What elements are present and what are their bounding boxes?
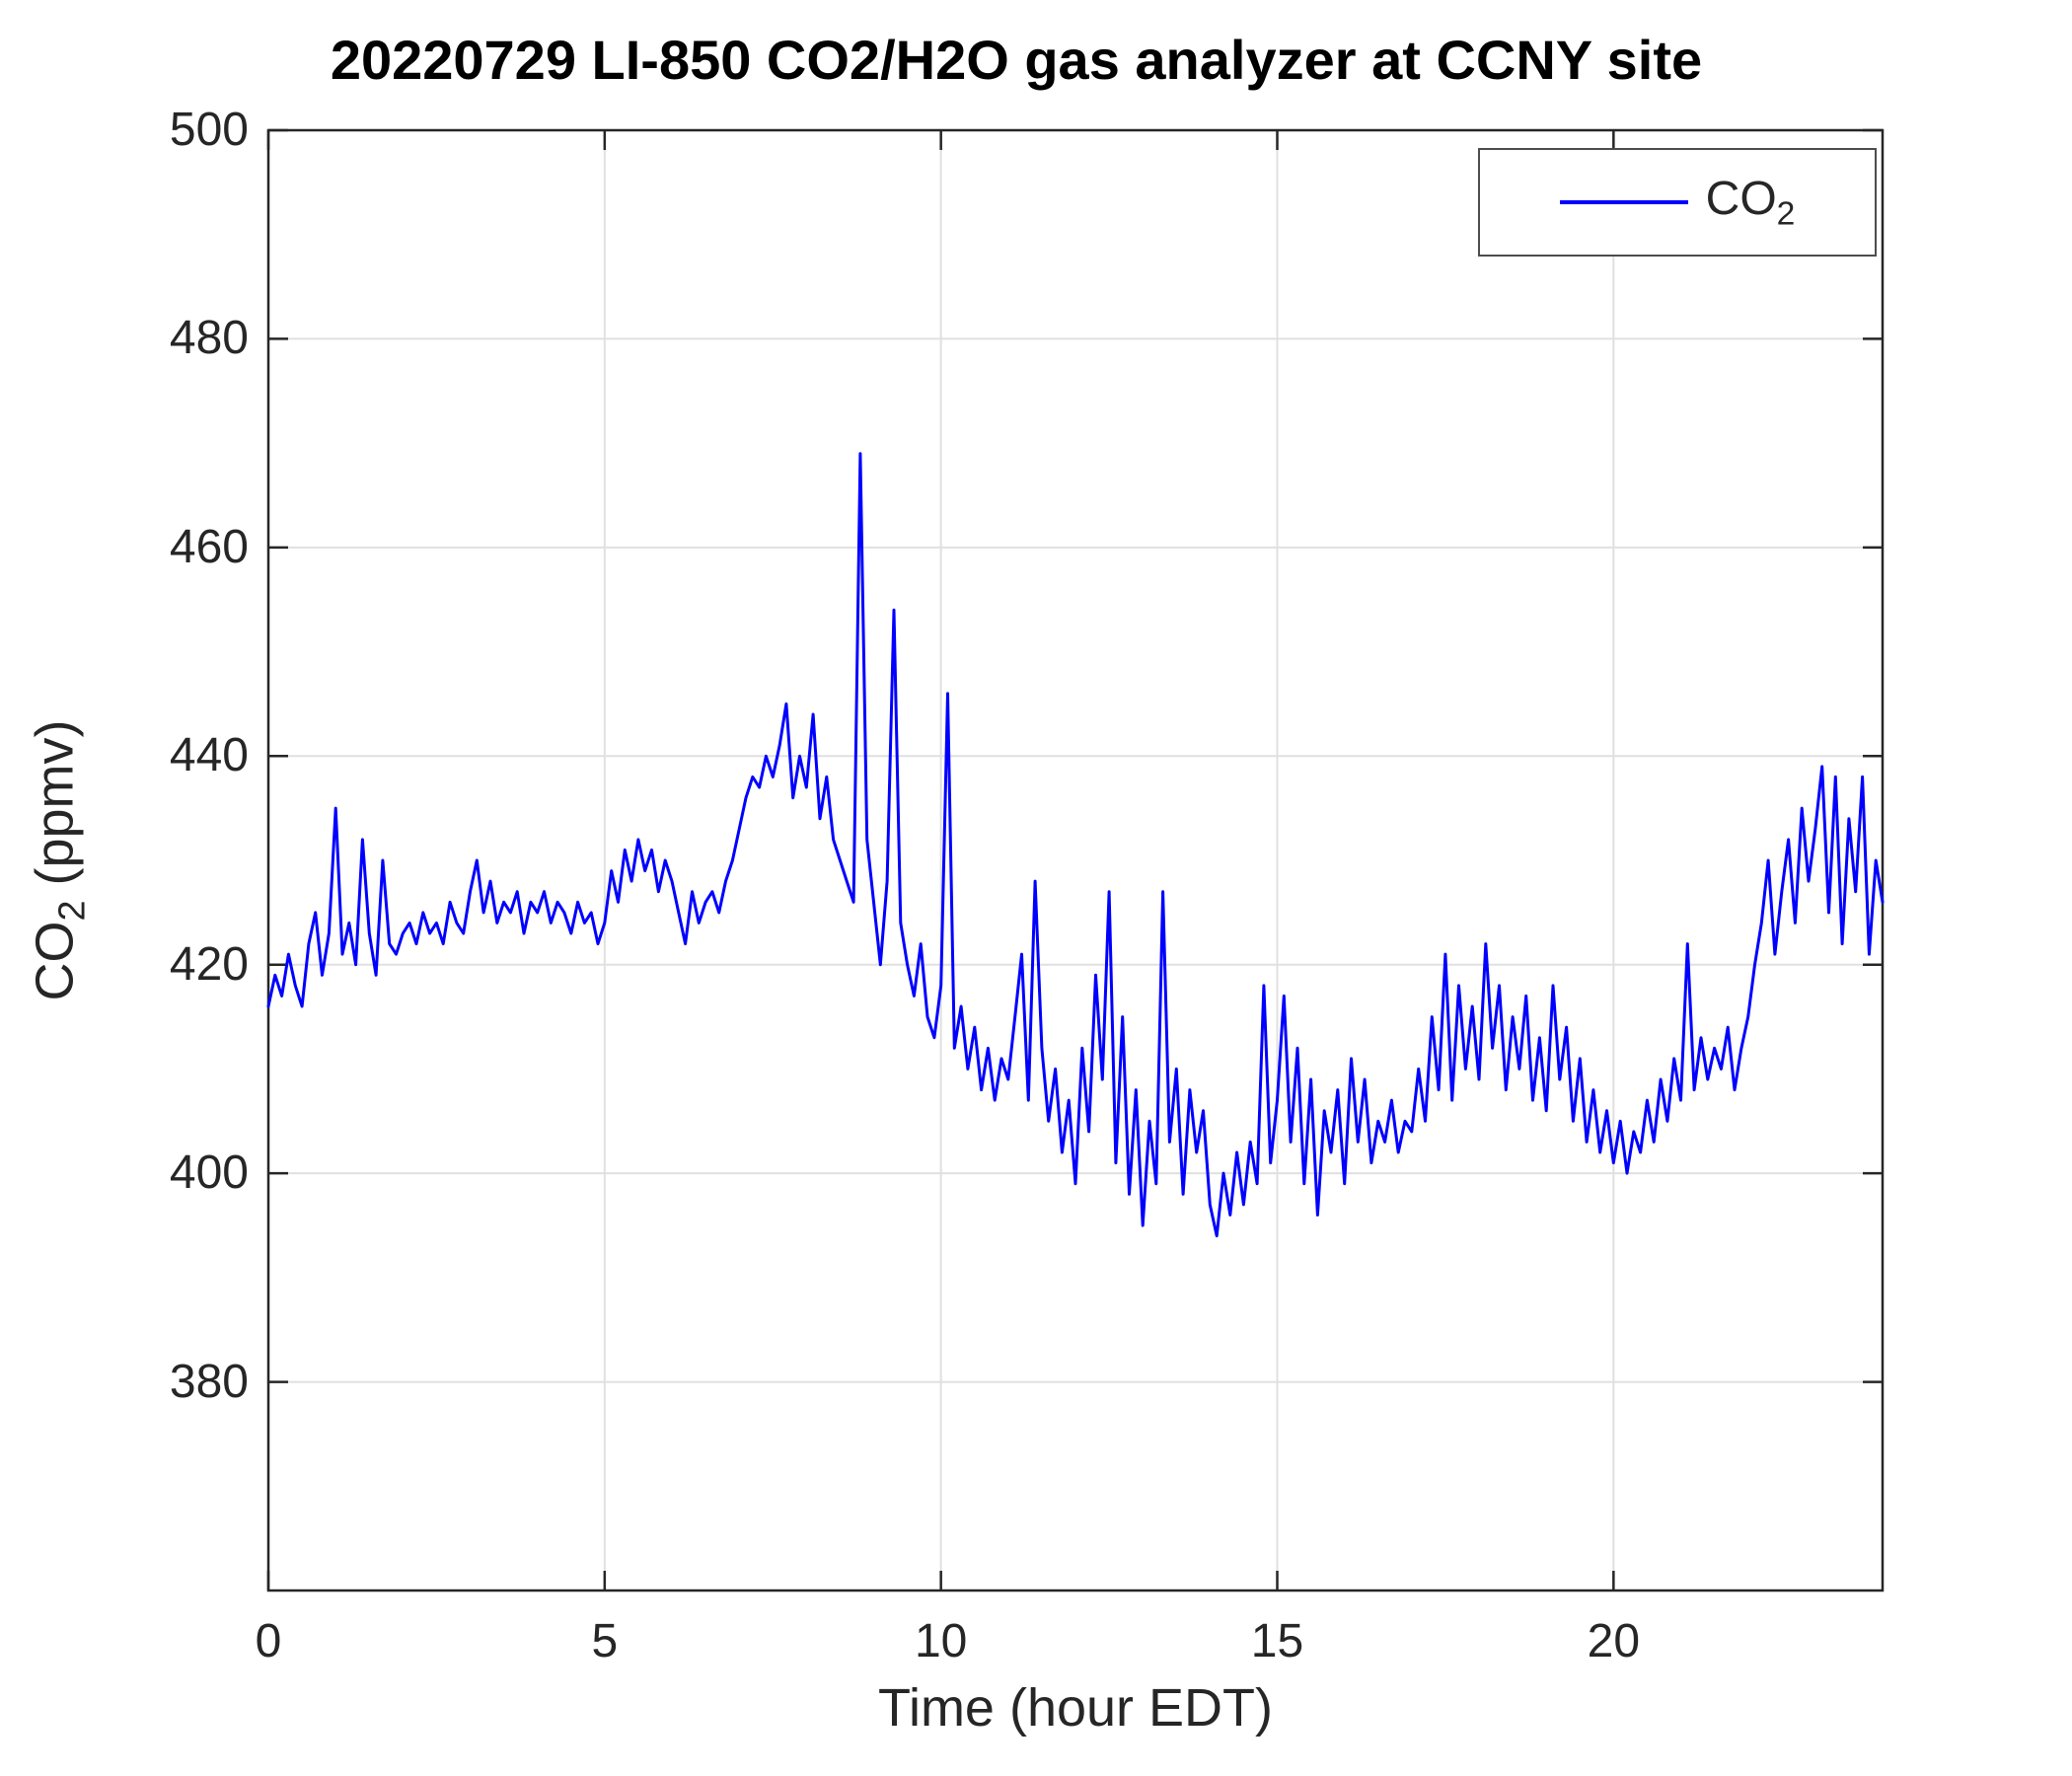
y-axis-label-main: CO xyxy=(25,921,85,1001)
co2-data-line xyxy=(266,452,1885,1238)
y-tick-label: 460 xyxy=(169,520,249,573)
y-tick-label: 420 xyxy=(169,937,249,991)
y-tick-label: 480 xyxy=(169,312,249,365)
chart-title: 20220729 LI-850 CO2/H2O gas analyzer at … xyxy=(330,29,1703,91)
y-tick-label: 400 xyxy=(169,1147,249,1200)
x-tick-label: 0 xyxy=(255,1615,282,1667)
y-tick-label: 500 xyxy=(169,104,249,156)
y-tick-label: 440 xyxy=(169,729,249,782)
x-tick-label: 20 xyxy=(1587,1615,1641,1667)
y-axis-label: CO2 (ppmv) xyxy=(25,719,95,1000)
x-axis-label: Time (hour EDT) xyxy=(877,1678,1274,1738)
legend: CO2 xyxy=(1478,148,1877,257)
legend-line-sample xyxy=(1559,200,1688,204)
plot-box xyxy=(266,128,1885,1592)
x-tick-label: 10 xyxy=(914,1615,968,1667)
y-tick-label: 380 xyxy=(169,1355,249,1408)
y-axis-label-sub: 2 xyxy=(51,900,94,922)
x-tick-label: 15 xyxy=(1250,1615,1304,1667)
x-tick-label: 5 xyxy=(591,1615,619,1667)
legend-label: CO2 xyxy=(1706,172,1796,234)
legend-label-sub: 2 xyxy=(1776,195,1796,233)
legend-label-main: CO xyxy=(1705,172,1777,225)
y-axis-label-units: (ppmv) xyxy=(25,719,85,901)
